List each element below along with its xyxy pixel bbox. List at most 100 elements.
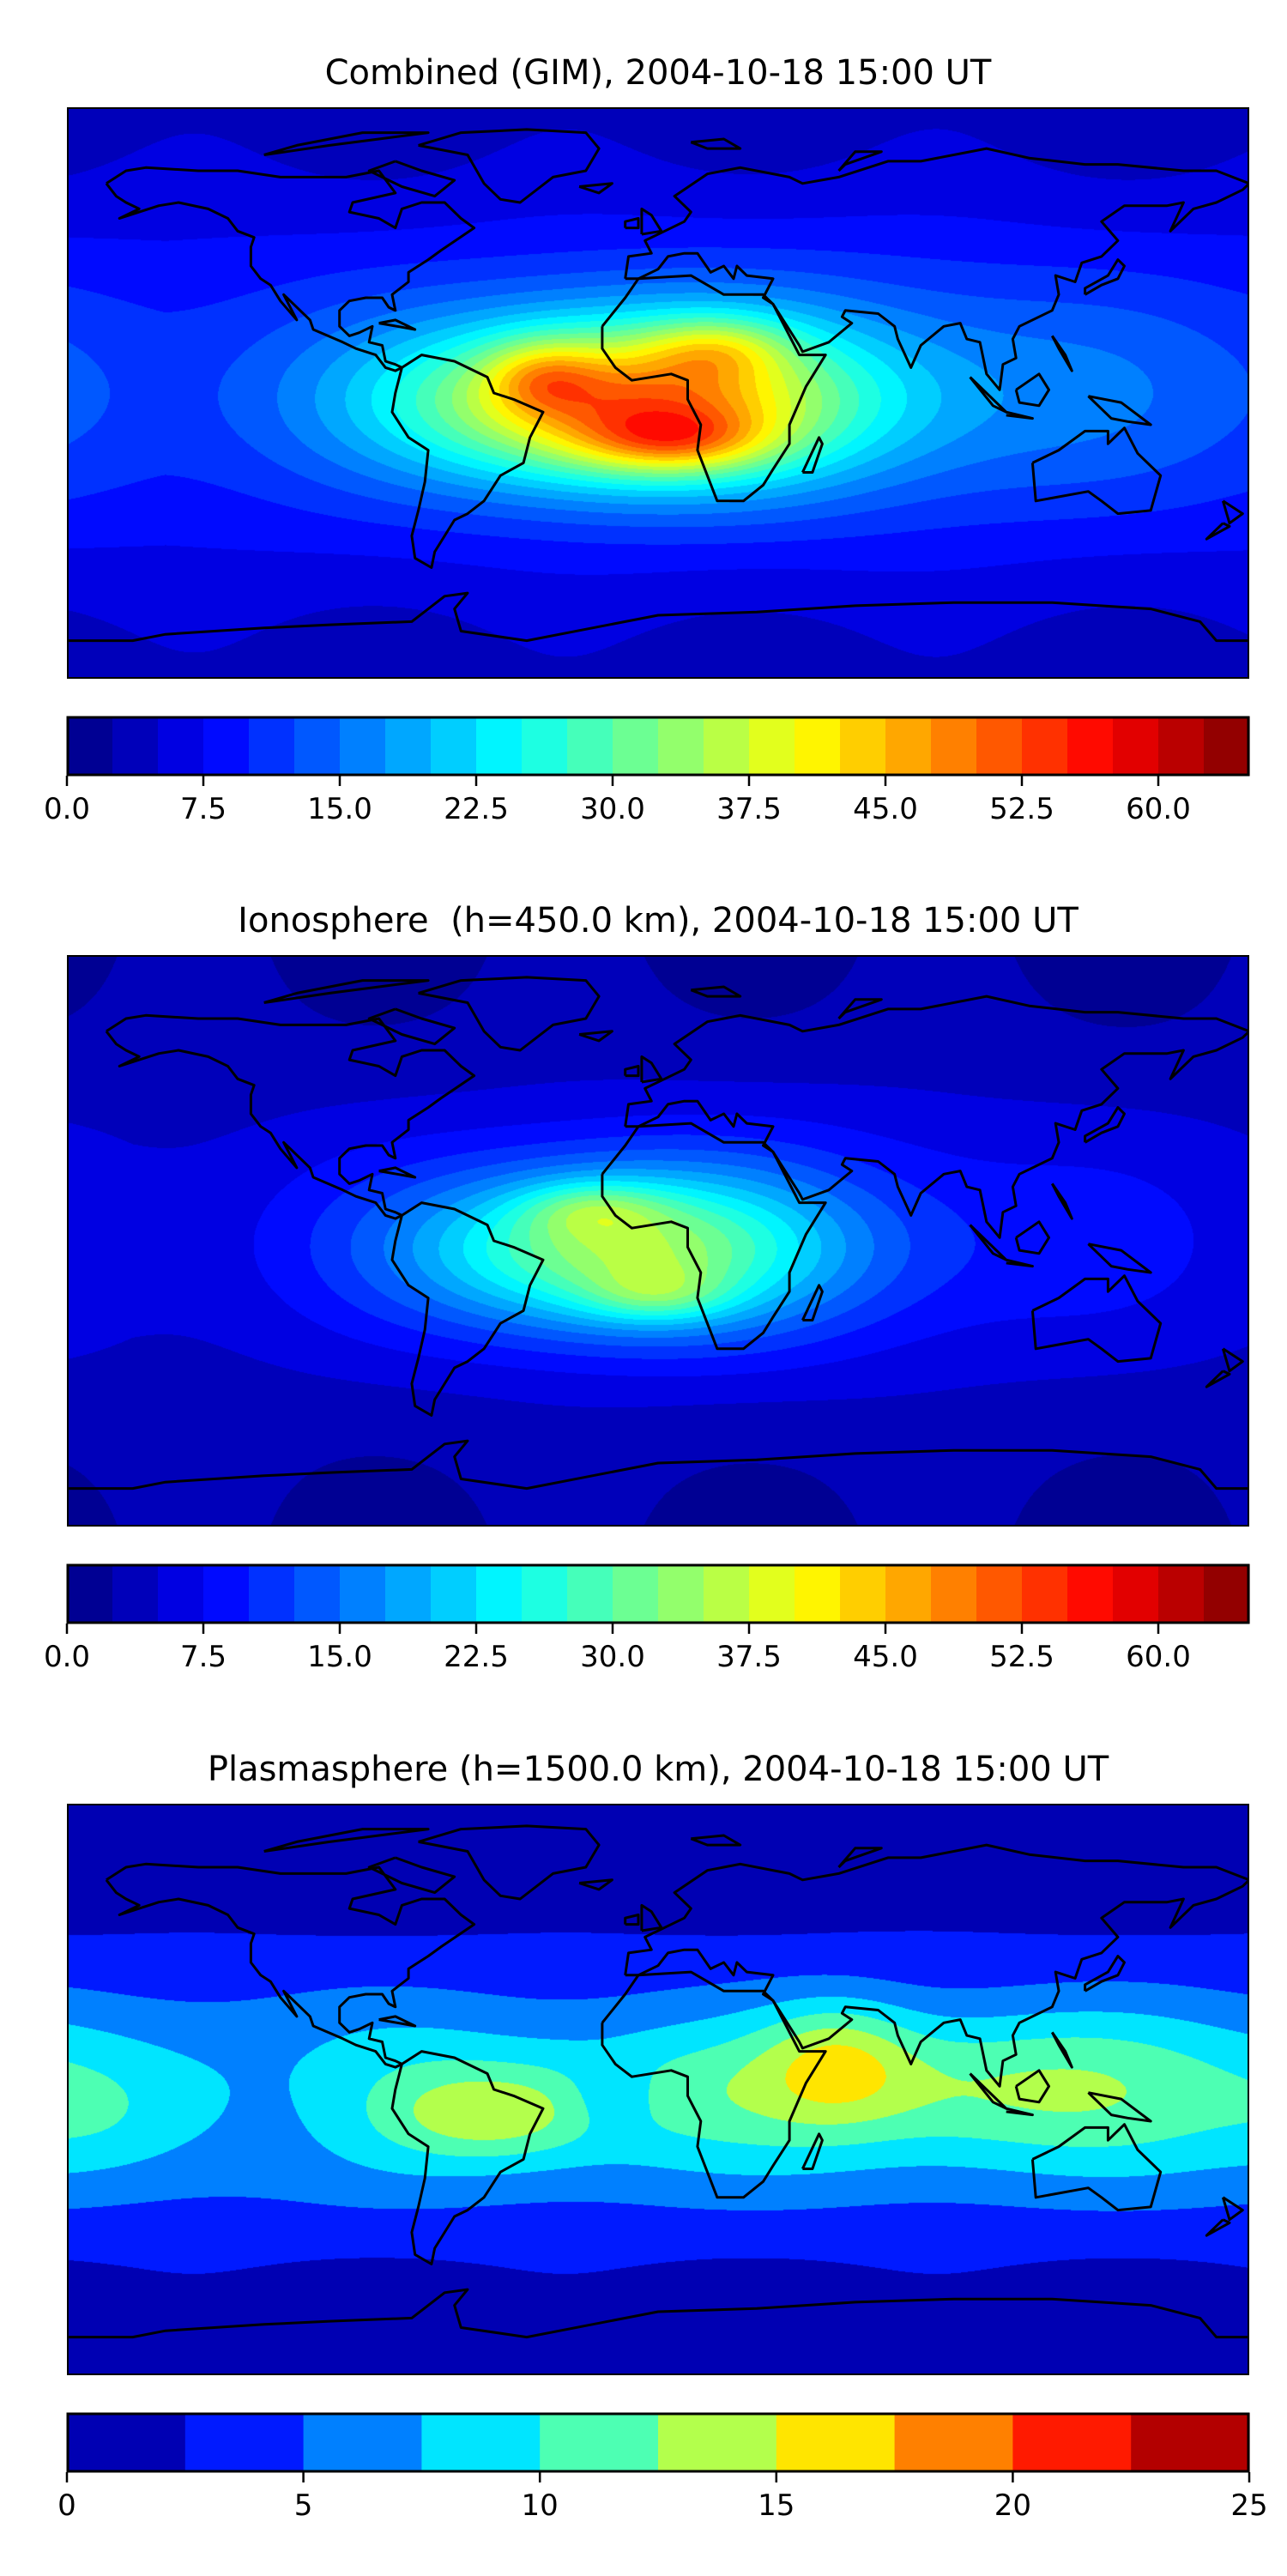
colorbar <box>65 2412 1251 2482</box>
colorbar-band <box>385 1564 432 1624</box>
tec-map <box>67 1804 1249 2375</box>
colorbar-tick-label: 10 <box>521 2488 559 2523</box>
coastline <box>67 1439 1249 1491</box>
coastline <box>801 436 824 474</box>
colorbar-band <box>613 717 659 776</box>
coastline <box>1087 1243 1152 1274</box>
colorbar-band <box>658 1564 704 1624</box>
coastline <box>624 217 640 230</box>
plot-title: Combined (GIM), 2004-10-18 15:00 UT <box>324 53 992 93</box>
colorbar-band <box>776 2413 896 2472</box>
coastline <box>367 1007 456 1046</box>
coastline <box>624 1914 640 1926</box>
coastline <box>1014 1220 1050 1255</box>
coastline <box>690 137 742 150</box>
colorbar-band <box>431 1564 477 1624</box>
coastline <box>1084 1955 1126 1992</box>
colorbar-band <box>567 1564 613 1624</box>
coastlines <box>67 128 1249 643</box>
colorbar-svg <box>65 1563 1250 1634</box>
colorbar-tick-label: 30.0 <box>580 792 645 826</box>
coastline <box>263 1828 430 1853</box>
colorbar-tick-label: 15.0 <box>307 1640 372 1674</box>
coastline <box>801 1284 824 1321</box>
colorbar-tick-label: 0 <box>57 2488 76 2523</box>
map-frame <box>67 107 1249 679</box>
coastline <box>67 2288 1249 2339</box>
coastline <box>390 354 545 569</box>
colorbar-band <box>931 1564 977 1624</box>
coastline <box>969 2072 1008 2110</box>
coastline <box>105 1013 476 1220</box>
colorbar-tick-label: 52.5 <box>989 792 1054 826</box>
coastlines <box>67 976 1249 1491</box>
colorbar-tick-label: 20 <box>994 2488 1032 2523</box>
contour-field <box>67 955 1249 1527</box>
coastline <box>837 150 883 172</box>
colorbar-band <box>658 2413 777 2472</box>
coastline <box>801 2132 824 2170</box>
coastline <box>1221 1347 1244 1373</box>
plot-title: Ionosphere (h=450.0 km), 2004-10-18 15:0… <box>238 901 1079 940</box>
colorbar-band <box>795 1564 841 1624</box>
colorbar-band <box>203 1564 250 1624</box>
colorbar-frame <box>66 1563 1250 1624</box>
colorbar-band <box>67 1564 113 1624</box>
colorbar-band <box>749 1564 795 1624</box>
colorbar-svg <box>65 716 1250 786</box>
coastline <box>1084 1106 1126 1144</box>
colorbar-band <box>522 1564 568 1624</box>
colorbar-tick-label: 22.5 <box>444 792 509 826</box>
colorbar-tick-label: 15.0 <box>307 792 372 826</box>
contour-field <box>67 1804 1249 2375</box>
colorbar-tick-label: 25 <box>1230 2488 1268 2523</box>
panel-plasmasphere: Plasmasphere (h=1500.0 km), 2004-10-18 1… <box>0 1751 1287 2576</box>
colorbar-band <box>431 717 477 776</box>
coastline <box>601 274 827 503</box>
coastline <box>640 1903 663 1932</box>
coastline <box>418 128 601 204</box>
colorbar-band <box>67 717 113 776</box>
colorbar-tick-label: 52.5 <box>989 1640 1054 1674</box>
colorbar-band <box>1113 717 1159 776</box>
coastline <box>969 1224 1008 1261</box>
contour-field <box>67 107 1249 679</box>
colorbar-band <box>885 717 932 776</box>
colorbar-tick-label: 15 <box>758 2488 795 2523</box>
panel-ionosphere: Ionosphere (h=450.0 km), 2004-10-18 15:0… <box>0 902 1287 1727</box>
colorbar-band <box>294 1564 341 1624</box>
coastline <box>1087 395 1152 426</box>
colorbar-band <box>421 2413 541 2472</box>
coastline <box>640 207 663 236</box>
colorbar-tick-label: 60.0 <box>1126 1640 1191 1674</box>
coastline <box>690 985 742 998</box>
colorbar-band <box>931 717 977 776</box>
colorbar-band <box>840 717 886 776</box>
coastlines <box>67 1824 1249 2339</box>
coastline <box>378 1166 417 1179</box>
coastline <box>837 1847 883 1869</box>
coastline <box>367 160 456 198</box>
colorbar <box>65 716 1250 786</box>
colorbar-band <box>476 717 523 776</box>
colorbar-band <box>1131 2413 1250 2472</box>
coastline <box>601 1122 827 1351</box>
coastline <box>1205 522 1231 541</box>
colorbar-band <box>976 1564 1023 1624</box>
colorbar-band <box>1022 1564 1068 1624</box>
colorbar-band <box>249 717 295 776</box>
colorbar-band <box>1158 1564 1205 1624</box>
colorbar-svg <box>65 2412 1251 2482</box>
coastline <box>390 1201 545 1417</box>
coastline <box>578 1030 613 1043</box>
colorbar-band <box>340 717 386 776</box>
coastline <box>1006 2107 1034 2117</box>
colorbar-tick-label: 37.5 <box>716 792 782 826</box>
colorbar-tick-label: 60.0 <box>1126 792 1191 826</box>
colorbar-band <box>840 1564 886 1624</box>
colorbar-band <box>67 2413 186 2472</box>
colorbar-tick-label: 45.0 <box>853 792 918 826</box>
coastline <box>1050 335 1073 372</box>
coastline <box>578 1878 613 1891</box>
colorbar-band <box>795 717 841 776</box>
